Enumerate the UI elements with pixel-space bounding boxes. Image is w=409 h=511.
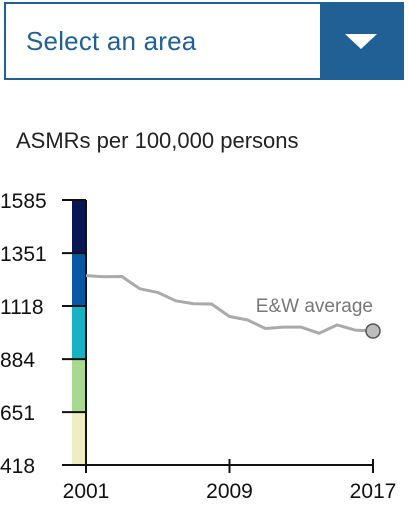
x-tick-label-1: 2009 xyxy=(206,480,253,503)
chart-title: ASMRs per 100,000 persons xyxy=(16,128,299,153)
series-line-0 xyxy=(85,274,374,335)
y-tick-label-2: 1118 xyxy=(0,296,44,319)
y-tick-label-5: 418 xyxy=(0,455,35,478)
area-select[interactable]: Select an area xyxy=(4,2,404,80)
x-tick-label-0: 2001 xyxy=(63,480,110,503)
x-tick-label-2: 2017 xyxy=(350,480,397,503)
legend-band-0 xyxy=(72,412,86,465)
y-tick-label-0: 1585 xyxy=(0,190,47,213)
legend-band-3 xyxy=(72,253,86,307)
legend-band-4 xyxy=(72,200,86,254)
legend-band-1 xyxy=(72,359,86,413)
chevron-down-icon xyxy=(345,34,377,49)
series-end-point-0 xyxy=(365,323,381,339)
area-select-value[interactable]: Select an area xyxy=(26,25,197,56)
y-tick-label-4: 651 xyxy=(0,402,35,425)
y-tick-label-3: 884 xyxy=(0,349,35,372)
area-select-toggle-button[interactable] xyxy=(320,4,402,78)
legend-band-2 xyxy=(72,306,86,360)
y-tick-label-1: 1351 xyxy=(0,243,47,266)
series-label-0: E&W average xyxy=(256,296,373,317)
